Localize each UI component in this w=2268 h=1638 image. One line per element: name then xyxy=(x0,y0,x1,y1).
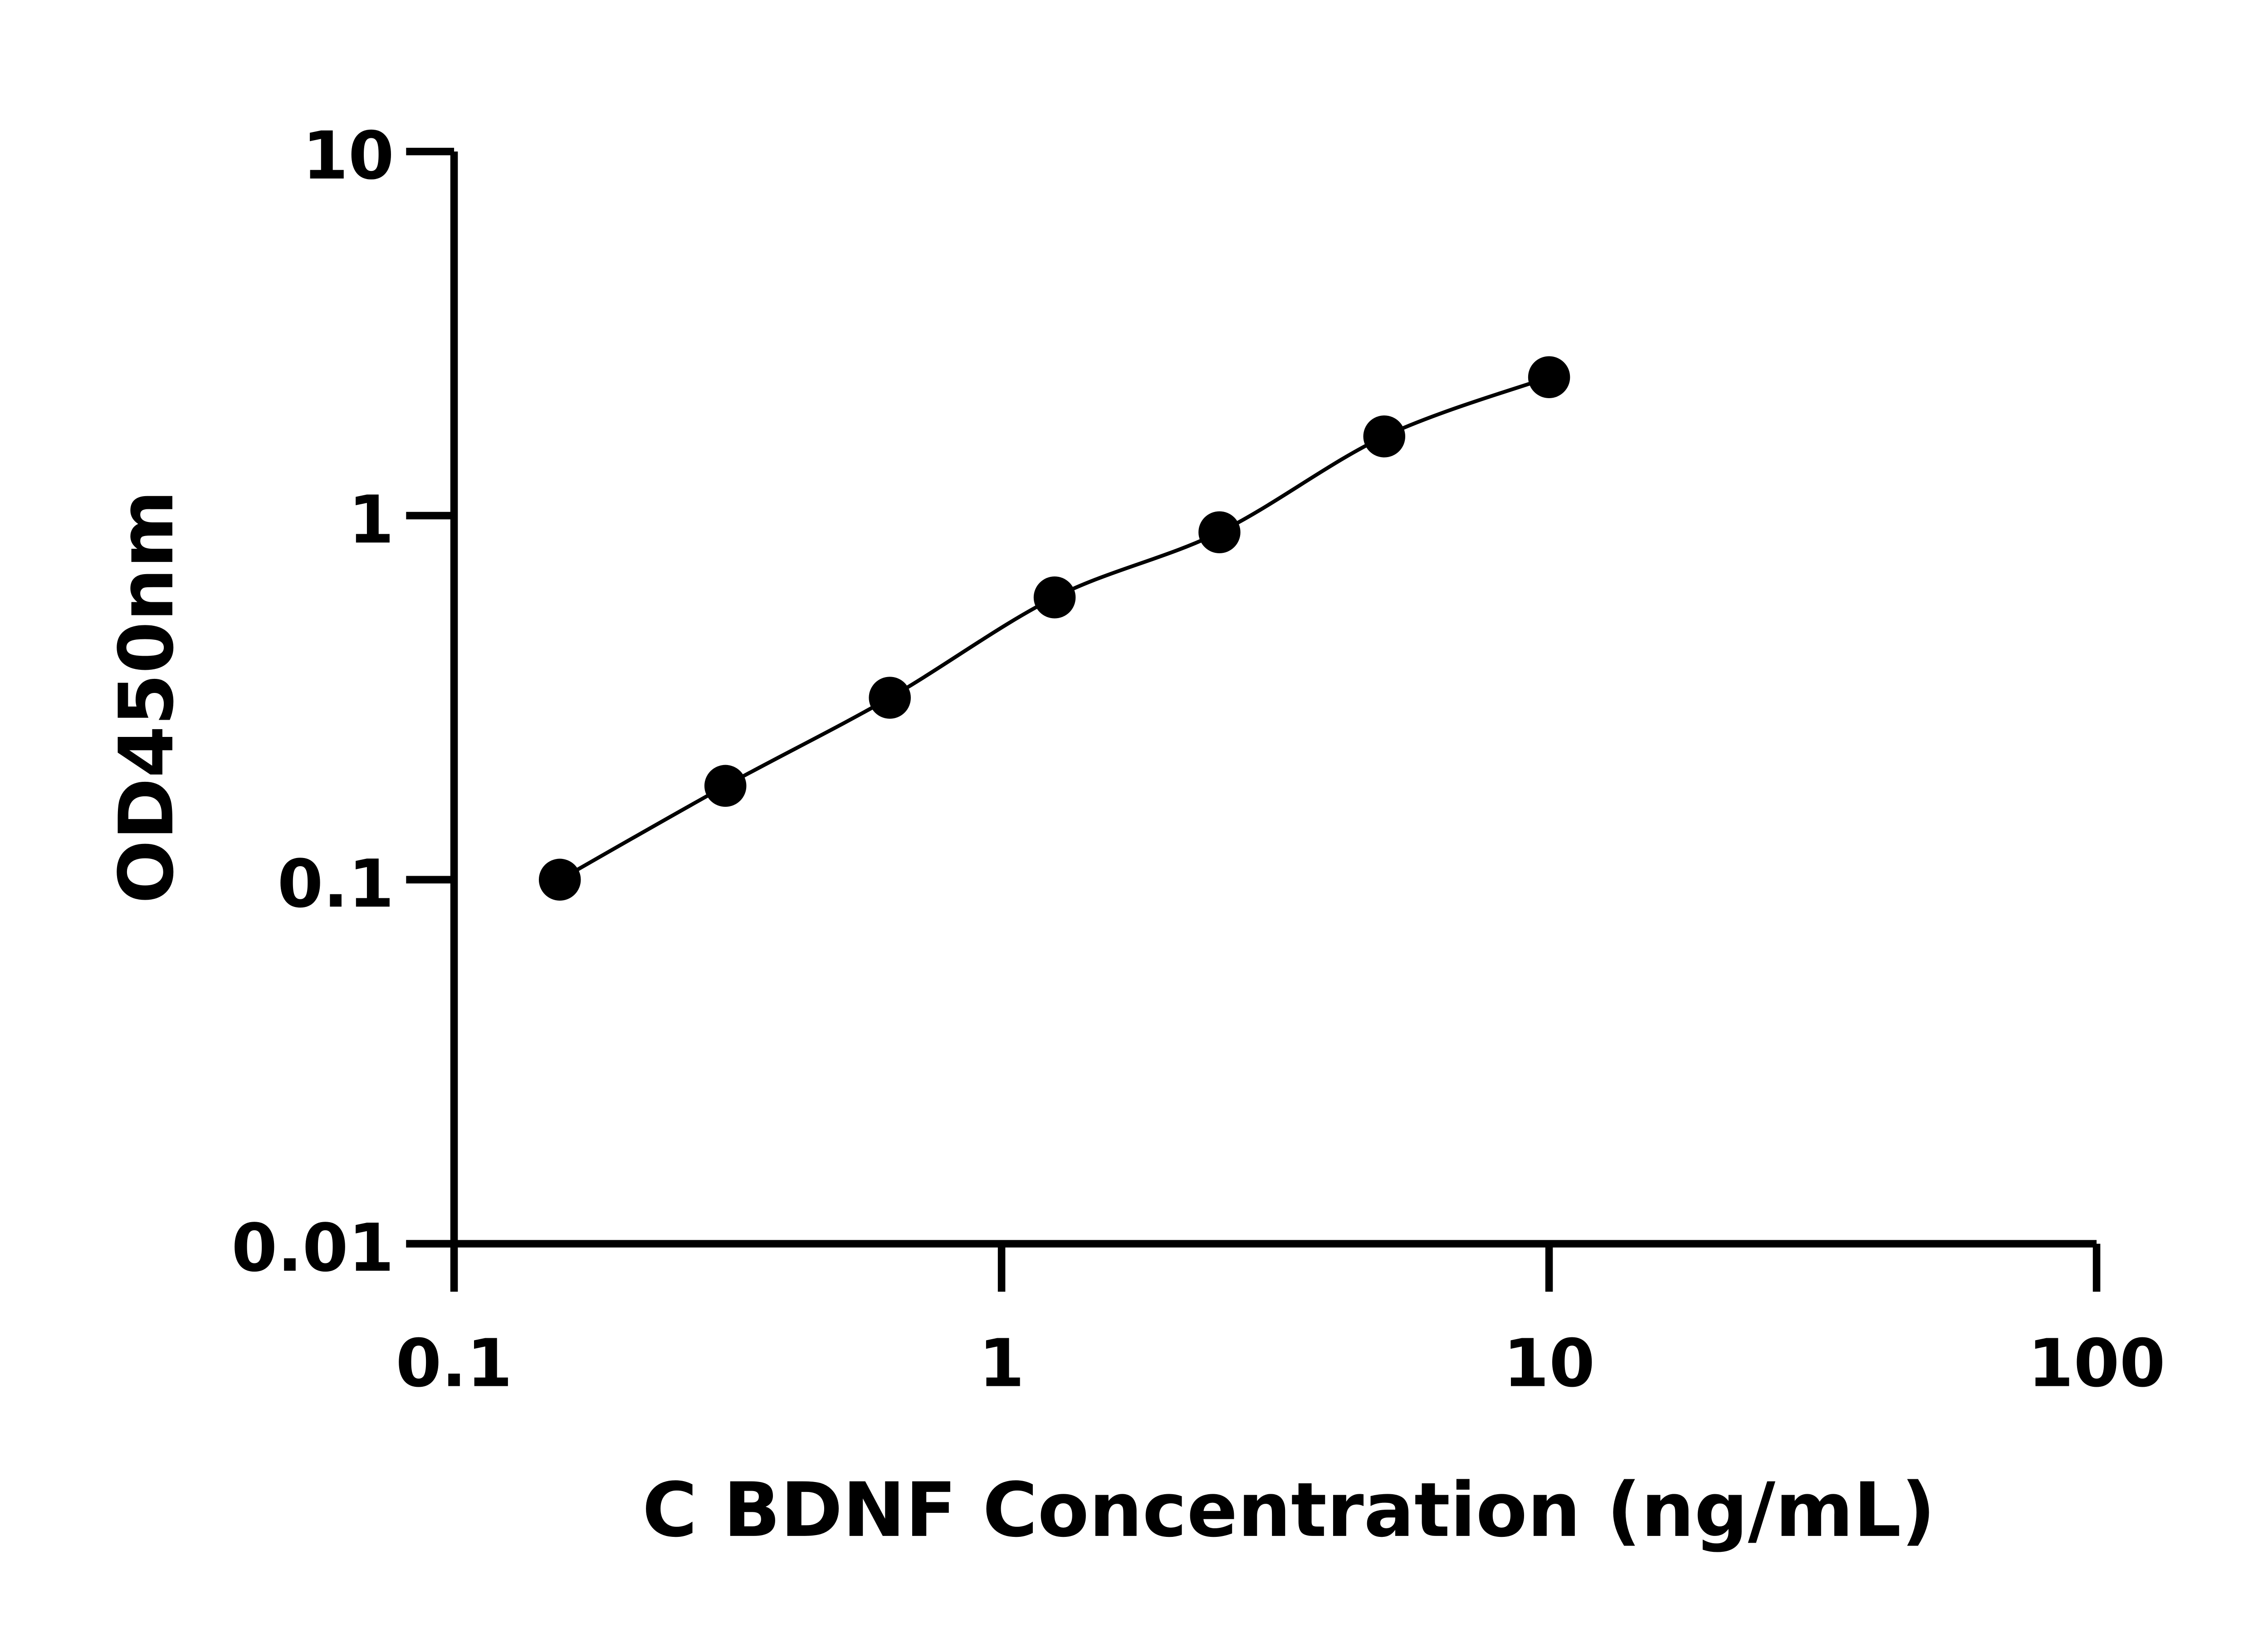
data-point xyxy=(1198,511,1241,553)
data-point xyxy=(869,677,911,719)
x-tick-label: 0.1 xyxy=(396,1326,513,1402)
y-tick-label: 0.1 xyxy=(277,846,394,922)
y-tick-label: 1 xyxy=(348,482,394,558)
data-point xyxy=(1528,356,1570,398)
fit-curve xyxy=(559,375,1550,882)
axes xyxy=(406,151,2097,1248)
data-point xyxy=(704,765,747,807)
x-tick-label: 1 xyxy=(978,1326,1024,1402)
data-points xyxy=(538,356,1570,901)
y-axis-label: OD450nm xyxy=(103,490,190,904)
x-tick-label: 100 xyxy=(2028,1326,2165,1402)
x-tick-label: 10 xyxy=(1503,1326,1595,1402)
data-point xyxy=(538,858,581,901)
y-tick-label: 0.01 xyxy=(231,1210,394,1287)
data-point xyxy=(1363,415,1405,458)
data-point xyxy=(1033,576,1076,619)
y-tick-label: 10 xyxy=(303,118,394,195)
x-axis-label: C BDNF Concentration (ng/mL) xyxy=(642,1467,1936,1554)
